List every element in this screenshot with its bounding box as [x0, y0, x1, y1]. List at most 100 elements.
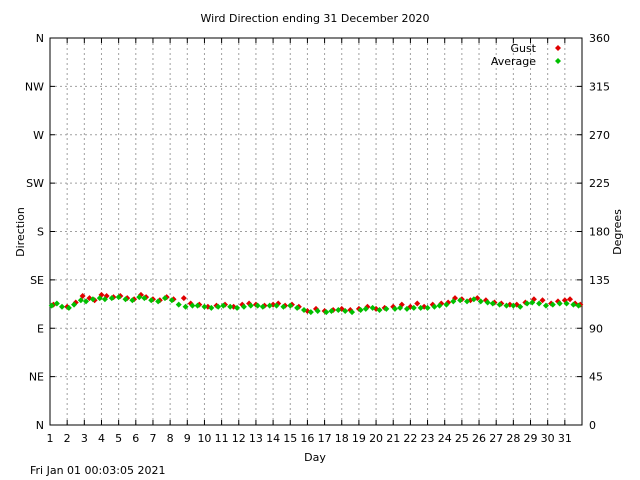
data-point — [328, 308, 335, 315]
data-point — [122, 296, 129, 303]
x-tick-label: 4 — [98, 432, 105, 445]
x-tick-label: 18 — [335, 432, 349, 445]
data-point — [410, 304, 417, 311]
data-point — [539, 297, 546, 304]
data-point — [194, 302, 201, 309]
x-tick-label: 8 — [167, 432, 174, 445]
data-point — [136, 294, 143, 301]
data-point — [208, 304, 215, 311]
y-tick-label-right: 0 — [589, 419, 596, 432]
x-tick-label: 22 — [403, 432, 417, 445]
x-tick-label: 12 — [232, 432, 246, 445]
data-point — [529, 299, 536, 306]
data-point — [266, 302, 273, 309]
data-point — [180, 295, 187, 302]
x-tick-label: 16 — [300, 432, 314, 445]
x-tick-label: 29 — [524, 432, 538, 445]
y-tick-label-right: 315 — [589, 80, 610, 93]
x-tick-label: 21 — [386, 432, 400, 445]
grid-lines — [50, 38, 582, 425]
data-point — [542, 302, 549, 309]
y-tick-label-left: SE — [30, 274, 44, 287]
x-tick-label: 23 — [421, 432, 435, 445]
data-point — [77, 297, 84, 304]
x-tick-label: 30 — [541, 432, 555, 445]
data-point — [362, 305, 369, 312]
data-point — [307, 309, 314, 316]
timestamp-footer: Fri Jan 01 00:03:05 2021 — [30, 464, 166, 477]
data-point — [457, 297, 464, 304]
data-point — [300, 306, 307, 313]
data-point — [182, 303, 189, 310]
data-point — [168, 297, 175, 304]
x-tick-label: 25 — [455, 432, 469, 445]
data-point — [397, 304, 404, 311]
y-axis-right: 0 45 90 135 180 225 270 315 360 — [577, 32, 610, 432]
y-tick-label-left: N — [36, 419, 44, 432]
x-tick-label: 11 — [215, 432, 229, 445]
y-tick-label-right: 360 — [589, 32, 610, 45]
x-tick-label: 13 — [249, 432, 263, 445]
data-point — [496, 301, 503, 308]
data-point — [443, 301, 450, 308]
x-tick-label: 3 — [81, 432, 88, 445]
data-point — [489, 300, 496, 307]
data-point — [503, 302, 510, 309]
data-point — [556, 300, 563, 307]
data-point — [220, 302, 227, 309]
data-point — [391, 305, 398, 312]
data-point — [175, 301, 182, 308]
data-point — [549, 301, 556, 308]
data-point — [101, 296, 108, 303]
data-point — [484, 299, 491, 306]
data-point — [96, 295, 103, 302]
data-point — [575, 302, 582, 309]
data-point — [254, 302, 261, 309]
y-tick-label-left: NW — [25, 80, 44, 93]
data-point — [357, 306, 364, 313]
x-tick-label: 5 — [115, 432, 122, 445]
x-tick-label: 7 — [149, 432, 156, 445]
data-point — [89, 296, 96, 303]
data-point — [141, 295, 148, 302]
x-tick-label: 9 — [184, 432, 191, 445]
x-tick-label: 15 — [283, 432, 297, 445]
x-tick-label: 6 — [132, 432, 139, 445]
chart-title: Wird Direction ending 31 December 2020 — [201, 12, 430, 25]
data-point — [65, 304, 72, 311]
data-point — [566, 296, 573, 303]
data-point — [477, 298, 484, 305]
data-point — [234, 304, 241, 311]
data-point — [464, 298, 471, 305]
data-point — [280, 303, 287, 310]
data-point — [287, 302, 294, 309]
data-point — [71, 301, 78, 308]
data-point — [48, 302, 55, 309]
data-point — [247, 302, 254, 309]
data-point — [240, 303, 247, 310]
y-tick-label-right: 135 — [589, 274, 610, 287]
data-point — [570, 301, 577, 308]
data-point — [314, 308, 321, 315]
data-point — [424, 304, 431, 311]
data-point — [470, 296, 477, 303]
x-tick-label: 26 — [472, 432, 486, 445]
data-point — [115, 294, 122, 301]
data-point — [201, 303, 208, 310]
data-point — [450, 298, 457, 305]
data-point — [83, 298, 90, 305]
data-point — [342, 308, 349, 315]
data-point — [414, 300, 421, 307]
y-tick-label-right: 90 — [589, 322, 603, 335]
data-point — [79, 293, 86, 299]
data-point — [524, 300, 531, 307]
data-point — [215, 303, 222, 310]
data-point — [129, 297, 136, 304]
data-point — [376, 306, 383, 313]
data-point — [227, 303, 234, 310]
x-tick-label: 28 — [506, 432, 520, 445]
series-average — [48, 294, 582, 316]
y-axis-label-right: Degrees — [611, 209, 624, 255]
